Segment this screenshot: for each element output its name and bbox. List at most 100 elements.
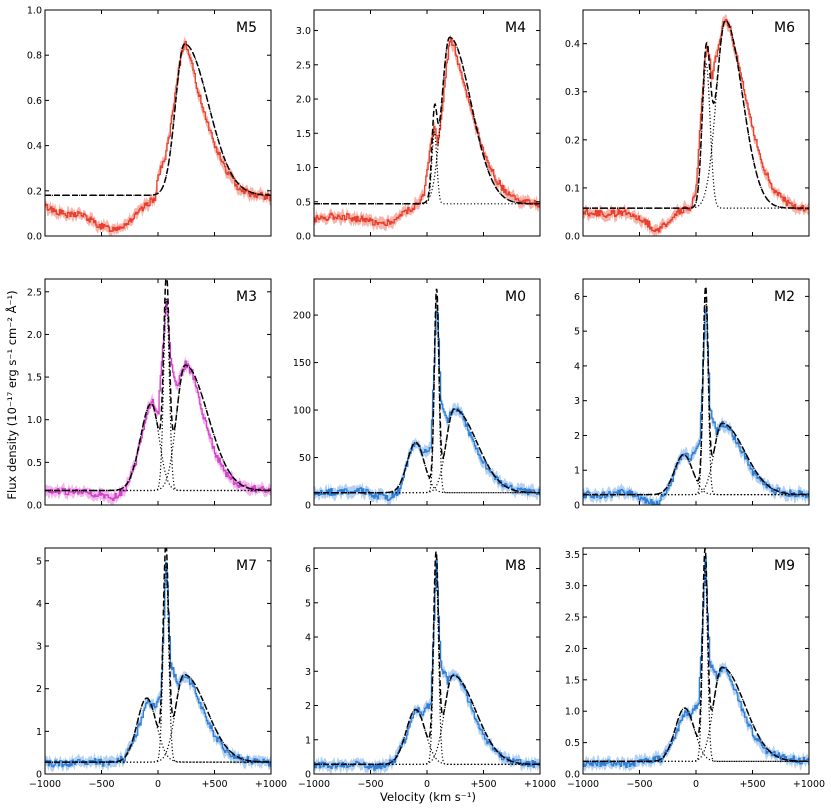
y-tick-label: 2.5 xyxy=(565,613,580,624)
model-total-fit xyxy=(583,548,809,763)
model-component-3 xyxy=(45,296,271,492)
y-tick-label: 0.5 xyxy=(27,458,42,469)
panel-m0: 0 50 100 150 200 M0 xyxy=(293,278,541,512)
model-total-fit xyxy=(583,19,809,209)
observed-uncertainty-band xyxy=(314,306,540,505)
y-tick-label: 2.0 xyxy=(565,644,580,655)
model-total-fit xyxy=(45,279,271,492)
y-tick-label: 0.5 xyxy=(565,738,580,749)
y-tick-label: 4 xyxy=(574,361,580,372)
y-tick-label: 3.0 xyxy=(296,26,311,37)
y-tick-label: 3 xyxy=(36,642,42,653)
model-component-2 xyxy=(314,674,540,765)
panel-label: M6 xyxy=(774,20,795,36)
observed-spectrum-line xyxy=(583,558,809,768)
x-tick-label: +1000 xyxy=(793,779,825,790)
y-tick-label: 2 xyxy=(36,684,42,695)
y-tick-label: 100 xyxy=(293,406,311,417)
observed-uncertainty-band xyxy=(45,36,271,236)
model-total-fit xyxy=(583,283,809,496)
panel-label: M7 xyxy=(236,558,257,574)
model-component-1 xyxy=(583,20,809,209)
observed-spectrum-line xyxy=(583,18,809,233)
panel-m4: 0.0 0.5 1.0 1.5 2.0 2.5 3.0 M4 xyxy=(296,9,541,243)
x-tick-label: 0 xyxy=(693,779,699,790)
y-tick-label: 0.0 xyxy=(27,232,42,243)
y-tick-label: 0.5 xyxy=(296,197,311,208)
observed-spectrum-line xyxy=(45,40,271,232)
y-tick-label: 0.4 xyxy=(27,141,42,152)
x-tick-label: −500 xyxy=(357,779,383,790)
y-tick-label: 0.0 xyxy=(565,770,580,781)
model-component-2 xyxy=(45,673,271,763)
panel-label: M3 xyxy=(236,289,257,305)
observed-uncertainty-band xyxy=(314,34,540,232)
y-tick-label: 1 xyxy=(574,466,580,477)
model-component-3 xyxy=(314,298,540,494)
observed-uncertainty-band xyxy=(583,305,809,505)
y-tick-label: 2 xyxy=(305,701,311,712)
y-tick-label: 0.4 xyxy=(565,39,580,50)
x-tick-label: +500 xyxy=(201,779,227,790)
panel-m7: 0 1 2 3 4 5 −1000 −500 0 +500 +1000 M7 xyxy=(29,547,287,790)
y-tick-label: 0.0 xyxy=(565,232,580,243)
axes-frame xyxy=(582,278,810,506)
axes-frame xyxy=(582,547,810,775)
model-total-fit xyxy=(314,36,540,205)
model-total-fit xyxy=(314,288,540,494)
panel-grid: 0.0 0.2 0.4 0.6 0.8 1.0 M5 0.0 0.5 1.0 1.5 2.0 2.5 3.… xyxy=(27,6,825,791)
y-tick-label: 4 xyxy=(305,633,311,644)
y-tick-label: 3.5 xyxy=(565,550,580,561)
observed-uncertainty-band xyxy=(583,13,809,236)
y-tick-label: 3.0 xyxy=(565,581,580,592)
y-tick-label: 6 xyxy=(305,564,311,575)
y-tick-label: 0 xyxy=(574,501,580,512)
observed-spectrum-line xyxy=(314,559,540,771)
y-tick-label: 3 xyxy=(305,667,311,678)
model-component-3 xyxy=(583,296,809,496)
x-axis-label: Velocity (km s⁻¹) xyxy=(380,790,476,804)
x-tick-label: −1000 xyxy=(29,779,61,790)
panel-m6: 0.0 0.1 0.2 0.3 0.4 M6 xyxy=(565,9,810,243)
y-tick-label: 1 xyxy=(36,727,42,738)
axes-frame xyxy=(44,278,272,506)
observed-spectrum-line xyxy=(314,37,540,227)
y-tick-label: 2.0 xyxy=(296,95,311,106)
y-axis-label: Flux density (10⁻¹⁷ erg s⁻¹ cm⁻² Å⁻¹) xyxy=(4,290,19,499)
y-tick-label: 200 xyxy=(293,311,311,322)
y-tick-label: 2.5 xyxy=(296,60,311,71)
x-tick-label: −1000 xyxy=(567,779,599,790)
y-tick-label: 150 xyxy=(293,358,311,369)
panel-label: M9 xyxy=(774,558,795,574)
x-tick-label: +1000 xyxy=(524,779,556,790)
panel-m3: 0.0 0.5 1.0 1.5 2.0 2.5 M3 xyxy=(27,278,272,512)
model-component-2 xyxy=(583,666,809,762)
y-tick-label: 6 xyxy=(574,292,580,303)
y-tick-label: 0 xyxy=(305,501,311,512)
y-tick-label: 2 xyxy=(574,431,580,442)
panel-m8: 0 1 2 3 4 5 6 −1000 −500 0 +500 +1000 M8 xyxy=(298,547,556,790)
observed-uncertainty-band xyxy=(314,555,540,774)
y-tick-label: 0 xyxy=(305,770,311,781)
y-tick-label: 0.0 xyxy=(296,232,311,243)
x-tick-label: 0 xyxy=(424,779,430,790)
y-tick-label: 1 xyxy=(305,735,311,746)
y-tick-label: 0.1 xyxy=(565,183,580,194)
model-total-fit xyxy=(45,548,271,763)
x-tick-label: +500 xyxy=(739,779,765,790)
panel-m5: 0.0 0.2 0.4 0.6 0.8 1.0 M5 xyxy=(27,6,272,243)
observed-uncertainty-band xyxy=(45,557,271,773)
panel-label: M0 xyxy=(505,289,526,305)
axes-frame xyxy=(313,547,541,775)
y-tick-label: 50 xyxy=(299,453,311,464)
x-tick-label: 0 xyxy=(155,779,161,790)
x-tick-label: −500 xyxy=(88,779,114,790)
observed-spectrum-line xyxy=(583,309,809,505)
axes-frame xyxy=(313,9,541,237)
observed-spectrum-line xyxy=(45,561,271,768)
y-tick-label: 5 xyxy=(36,556,42,567)
model-total-fit xyxy=(314,551,540,766)
observed-uncertainty-band xyxy=(45,295,271,505)
y-tick-label: 0 xyxy=(36,770,42,781)
